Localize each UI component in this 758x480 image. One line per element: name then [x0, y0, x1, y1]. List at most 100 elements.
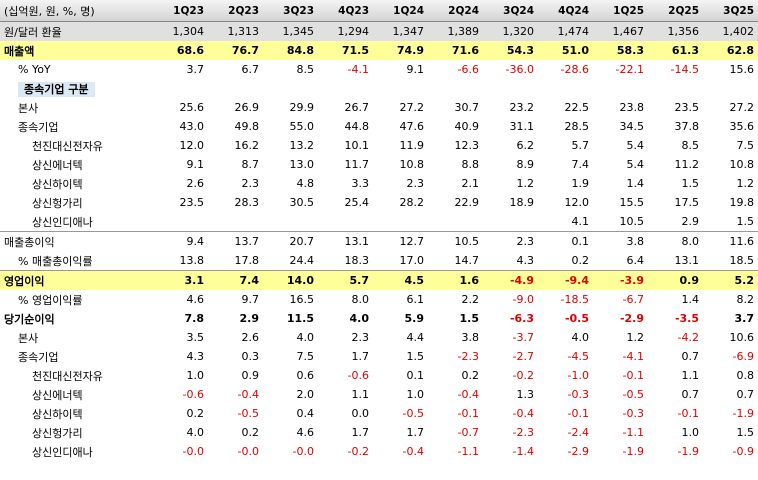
value-cell: 1,304	[153, 21, 208, 41]
value-cell: 9.1	[406, 63, 425, 76]
row-label: 매출총이익	[0, 231, 153, 251]
value-cell: 26.7	[344, 101, 370, 114]
value-cell: -0.6	[182, 388, 204, 401]
value-cell: 3.7	[734, 312, 755, 325]
table-row: % 영업이익률 4.6 9.7 16.5 8.0 6.1 2.2 -9.0 -18.5 -6.7 1…	[0, 290, 758, 309]
row-label: 본사	[18, 331, 39, 345]
value-cell	[593, 79, 648, 98]
value-cell: 23.8	[619, 101, 645, 114]
value-cell: -2.4	[567, 426, 589, 439]
value-cell: 1.0	[406, 388, 425, 401]
value-cell	[153, 79, 208, 98]
value-cell: 4.3	[186, 350, 205, 363]
value-cell: 11.7	[344, 158, 370, 171]
table-row: 매출총이익 9.4 13.7 20.7 13.1 12.7 10.5 2.3 0.1 3.8 8.0…	[0, 231, 758, 251]
value-cell: 18.3	[344, 254, 370, 267]
value-cell: -0.1	[457, 407, 479, 420]
value-cell: 74.9	[373, 41, 428, 60]
value-cell: -0.3	[567, 388, 589, 401]
row-label: 매출액	[0, 41, 153, 60]
value-cell: 15.5	[619, 196, 645, 209]
value-cell: -1.1	[457, 445, 479, 458]
value-cell: -6.9	[732, 350, 754, 363]
value-cell: 13.8	[179, 254, 205, 267]
value-cell: 2.3	[406, 177, 425, 190]
value-cell: 34.5	[619, 120, 645, 133]
value-cell: 17.0	[399, 254, 425, 267]
value-cell: 35.6	[729, 120, 755, 133]
value-cell: 1.0	[681, 426, 700, 439]
value-cell: -0.4	[402, 445, 424, 458]
value-cell: -3.7	[512, 331, 534, 344]
value-cell: -9.0	[512, 293, 534, 306]
value-cell: 55.0	[289, 120, 315, 133]
value-cell: 58.3	[593, 41, 648, 60]
value-cell: 0.8	[736, 369, 755, 382]
value-cell: 8.9	[516, 158, 535, 171]
column-header: 1Q23	[153, 0, 208, 22]
value-cell: -4.9	[483, 270, 538, 290]
value-cell	[153, 212, 208, 232]
value-cell: 1.7	[406, 426, 425, 439]
value-cell: 12.7	[373, 231, 428, 251]
row-label: % 영업이익률	[18, 293, 83, 307]
value-cell: 28.3	[234, 196, 260, 209]
value-cell: -4.1	[347, 63, 369, 76]
table-row: 상신하이텍 2.6 2.3 4.8 3.3 2.3 2.1 1.2 1.9 1.4 1.5 1.2	[0, 174, 758, 193]
value-cell: 13.0	[289, 158, 315, 171]
value-cell: -1.9	[622, 445, 644, 458]
value-cell: -1.9	[732, 407, 754, 420]
value-cell: 5.9	[404, 312, 425, 325]
value-cell: -18.5	[560, 293, 589, 306]
table-row: % YoY 3.7 6.7 8.5 -4.1 9.1 -6.6 -36.0 -28.6 -22.1…	[0, 60, 758, 79]
value-cell	[263, 79, 318, 98]
value-cell: 51.0	[538, 41, 593, 60]
value-cell: 19.8	[729, 196, 755, 209]
value-cell: 3.3	[351, 177, 370, 190]
table-row: 원/달러 환율 1,304 1,313 1,345 1,294 1,347 1,389 1,3…	[0, 21, 758, 41]
value-cell: 0.0	[351, 407, 370, 420]
value-cell: 8.0	[351, 293, 370, 306]
value-cell: 37.8	[674, 120, 700, 133]
value-cell: -6.6	[457, 63, 479, 76]
row-label: % YoY	[18, 63, 51, 76]
value-cell: -2.7	[512, 350, 534, 363]
table-row: 종속기업 구분	[0, 79, 758, 98]
value-cell: 5.7	[318, 270, 373, 290]
value-cell	[428, 212, 483, 232]
table-row: 천진대신전자유 12.0 16.2 13.2 10.1 11.9 12.3 6.2 5.7 5.4…	[0, 136, 758, 155]
value-cell: 76.7	[208, 41, 263, 60]
value-cell: 0.4	[296, 407, 315, 420]
value-cell: -22.1	[615, 63, 644, 76]
value-cell: 13.7	[208, 231, 263, 251]
column-header: 2Q25	[648, 0, 703, 22]
table-row: 본사 3.5 2.6 4.0 2.3 4.4 3.8 -3.7 4.0 1.2 -4.2 10.6	[0, 328, 758, 347]
value-cell: 8.5	[681, 139, 700, 152]
value-cell: -3.5	[674, 312, 699, 325]
value-cell: 3.7	[186, 63, 205, 76]
value-cell: 5.2	[703, 270, 758, 290]
value-cell: 7.4	[208, 270, 263, 290]
value-cell: 4.6	[186, 293, 205, 306]
table-row: 상신헝가리 23.5 28.3 30.5 25.4 28.2 22.9 18.9 12.0 15.…	[0, 193, 758, 212]
row-label: % 매출총이익률	[18, 254, 93, 268]
value-cell: 27.2	[729, 101, 755, 114]
value-cell	[373, 79, 428, 98]
value-cell: -36.0	[505, 63, 534, 76]
value-cell: 1.5	[736, 215, 755, 228]
value-cell: -2.3	[512, 426, 534, 439]
value-cell: 10.8	[729, 158, 755, 171]
value-cell: 23.5	[674, 101, 700, 114]
value-cell: 26.9	[234, 101, 260, 114]
row-label: 본사	[18, 101, 39, 115]
value-cell: 25.6	[179, 101, 205, 114]
value-cell: 8.0	[648, 231, 703, 251]
value-cell: 7.4	[571, 158, 590, 171]
value-cell: 61.3	[648, 41, 703, 60]
value-cell: -2.9	[567, 445, 589, 458]
value-cell: 1,294	[318, 21, 373, 41]
value-cell: 13.1	[674, 254, 700, 267]
value-cell: 4.6	[296, 426, 315, 439]
value-cell: 2.2	[461, 293, 480, 306]
value-cell: 24.4	[289, 254, 315, 267]
